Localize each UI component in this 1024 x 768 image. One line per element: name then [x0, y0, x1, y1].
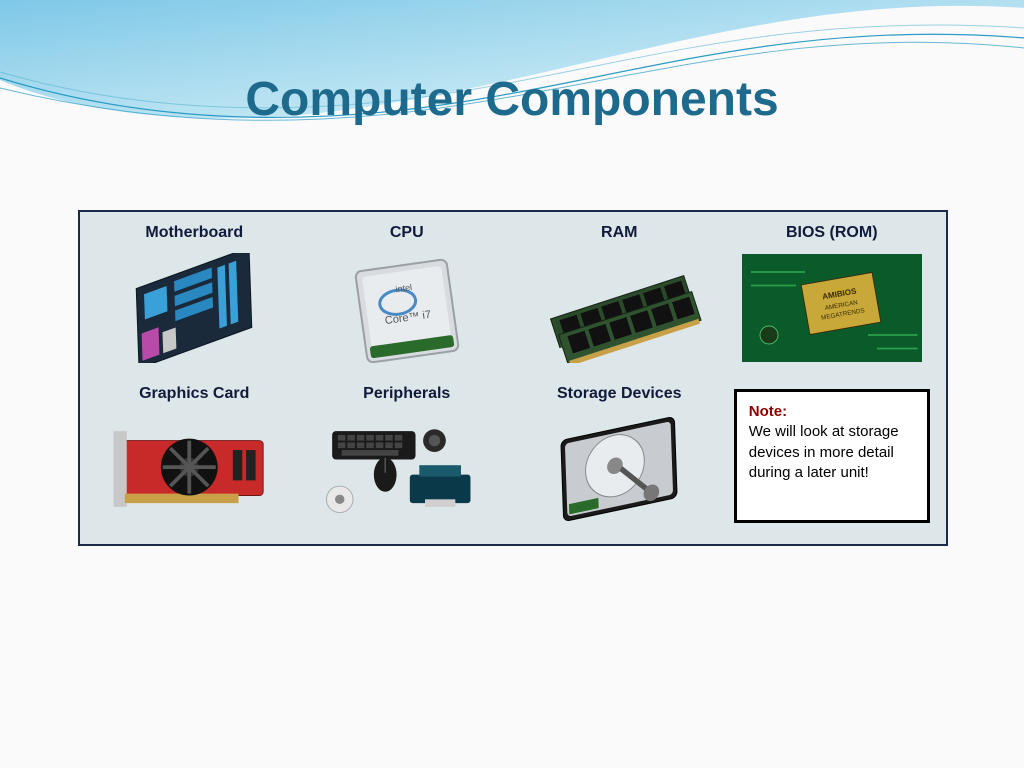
label-motherboard: Motherboard [145, 224, 243, 242]
slide-title: Computer Components [0, 72, 1024, 127]
label-gpu: Graphics Card [139, 385, 249, 403]
component-storage: Storage Devices [513, 381, 726, 536]
peripherals-icon [317, 409, 497, 529]
component-bios: BIOS (ROM) AMIBIOS AMERICAN MEGATRENDS [726, 220, 939, 375]
components-panel: Motherboard CPU [78, 210, 948, 546]
label-ram: RAM [601, 224, 637, 242]
ram-icon [529, 248, 709, 368]
note-cell: Note: We will look at storage devices in… [726, 381, 939, 536]
note-box: Note: We will look at storage devices in… [734, 389, 930, 523]
hdd-icon [529, 409, 709, 529]
component-gpu: Graphics Card [88, 381, 301, 536]
note-heading: Note: [749, 403, 787, 420]
cpu-icon: Core™ i7 intel [317, 248, 497, 368]
motherboard-icon [104, 248, 284, 368]
component-cpu: CPU Core™ i7 intel [301, 220, 514, 375]
label-storage: Storage Devices [557, 385, 682, 403]
component-peripherals: Peripherals [301, 381, 514, 536]
note-body: We will look at storage devices in more … [749, 423, 899, 481]
component-motherboard: Motherboard [88, 220, 301, 375]
label-peripherals: Peripherals [363, 385, 450, 403]
label-bios: BIOS (ROM) [786, 224, 878, 242]
bios-icon: AMIBIOS AMERICAN MEGATRENDS [742, 248, 922, 368]
label-cpu: CPU [390, 224, 424, 242]
gpu-icon [104, 409, 284, 529]
component-ram: RAM [513, 220, 726, 375]
